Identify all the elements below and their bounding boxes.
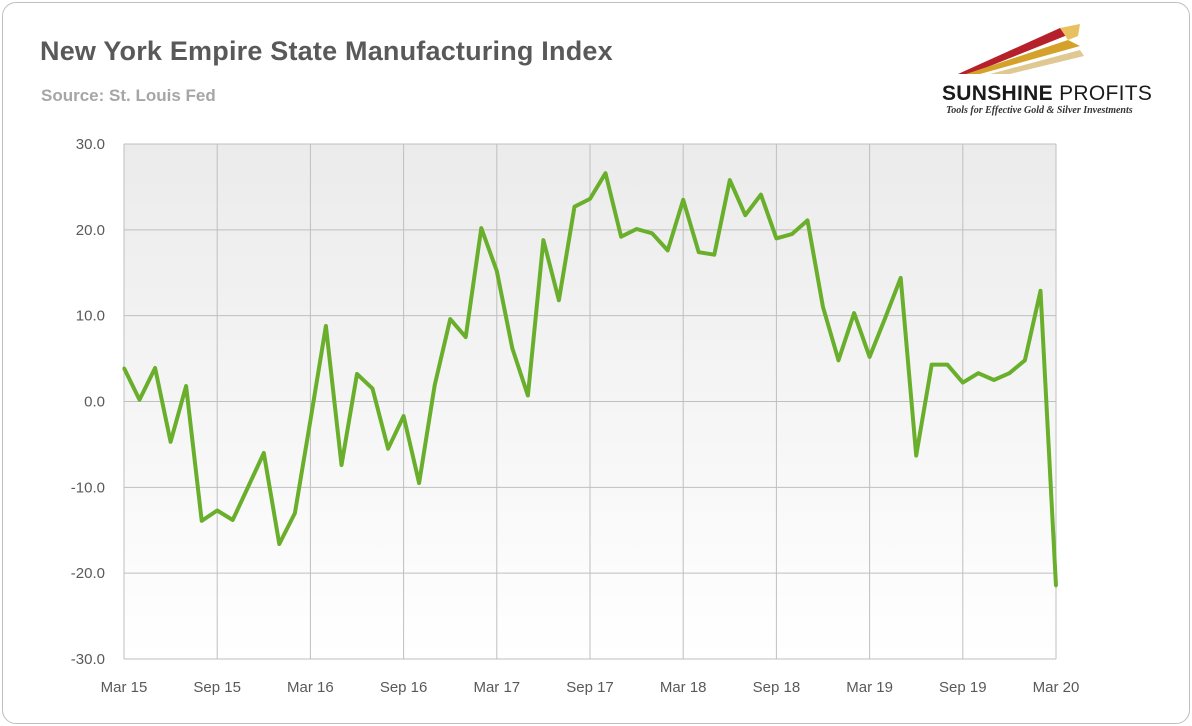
y-tick-label: -20.0 xyxy=(71,565,105,582)
data-point xyxy=(402,414,406,418)
chart-title: New York Empire State Manufacturing Inde… xyxy=(40,36,613,66)
logo-name-light: PROFITS xyxy=(1059,82,1153,105)
data-point xyxy=(899,276,903,280)
data-point xyxy=(371,387,375,391)
data-point xyxy=(1023,358,1027,362)
logo-swoosh-icon xyxy=(958,24,1084,74)
data-point xyxy=(666,248,670,252)
data-point xyxy=(339,463,343,467)
data-point xyxy=(681,198,685,202)
data-point xyxy=(215,509,219,513)
y-tick-label: 20.0 xyxy=(76,222,105,239)
y-tick-label: 30.0 xyxy=(76,136,105,153)
data-point xyxy=(774,236,778,240)
data-point xyxy=(355,372,359,376)
data-point xyxy=(122,366,126,370)
data-point xyxy=(728,178,732,182)
horizontal-gridlines xyxy=(124,143,1056,660)
data-point xyxy=(604,171,608,175)
chart-source: Source: St. Louis Fed xyxy=(41,86,216,105)
data-point xyxy=(262,451,266,455)
data-point xyxy=(464,335,468,339)
data-point xyxy=(138,398,142,402)
data-point xyxy=(308,418,312,422)
data-point xyxy=(479,226,483,230)
data-point xyxy=(619,235,623,239)
x-tick-label: Sep 15 xyxy=(193,679,241,696)
data-point xyxy=(572,205,576,209)
data-point xyxy=(790,232,794,236)
x-axis-labels: Mar 15 Sep 15 Mar 16 Sep 16 Mar 17 Sep 17 Mar … xyxy=(101,679,1080,696)
data-point xyxy=(930,363,934,367)
data-point xyxy=(1054,584,1058,588)
y-axis-labels: 30.0 20.0 10.0 0.0 -10.0 -20.0 -30.0 xyxy=(71,136,105,668)
data-points xyxy=(122,171,1058,588)
logo-name-bold: SUNSHINE xyxy=(942,82,1053,105)
logo-name: SUNSHINE PROFITS xyxy=(942,82,1152,106)
data-point xyxy=(805,218,809,222)
data-point xyxy=(448,317,452,321)
x-tick-label: Mar 15 xyxy=(101,679,148,696)
x-tick-label: Mar 16 xyxy=(287,679,334,696)
data-point xyxy=(650,231,654,235)
data-point xyxy=(759,193,763,197)
data-point xyxy=(837,358,841,362)
x-tick-label: Mar 19 xyxy=(846,679,893,696)
data-point xyxy=(883,316,887,320)
x-tick-label: Mar 18 xyxy=(660,679,707,696)
data-point xyxy=(852,311,856,315)
data-point xyxy=(1038,289,1042,293)
data-point xyxy=(976,371,980,375)
data-point xyxy=(277,542,281,546)
data-point xyxy=(868,355,872,359)
data-point xyxy=(231,518,235,522)
data-point xyxy=(1007,371,1011,375)
data-point xyxy=(992,378,996,382)
data-point xyxy=(697,250,701,254)
data-point xyxy=(200,519,204,523)
y-tick-label: -10.0 xyxy=(71,479,105,496)
data-point xyxy=(153,366,157,370)
data-point xyxy=(635,227,639,231)
logo-tagline: Tools for Effective Gold & Silver Invest… xyxy=(946,105,1133,116)
data-point xyxy=(386,447,390,451)
x-tick-label: Mar 20 xyxy=(1033,679,1080,696)
data-point xyxy=(510,346,514,350)
data-point xyxy=(712,253,716,257)
data-point xyxy=(961,381,965,385)
y-tick-label: 0.0 xyxy=(84,394,105,411)
data-point xyxy=(495,269,499,273)
x-tick-label: Sep 19 xyxy=(939,679,987,696)
y-tick-label: -30.0 xyxy=(71,651,105,668)
data-point xyxy=(417,481,421,485)
data-point xyxy=(914,454,918,458)
data-point xyxy=(433,383,437,387)
y-tick-label: 10.0 xyxy=(76,308,105,325)
data-point xyxy=(945,363,949,367)
data-point xyxy=(526,393,530,397)
x-tick-label: Sep 18 xyxy=(753,679,801,696)
data-point xyxy=(184,384,188,388)
data-point xyxy=(324,324,328,328)
data-point xyxy=(169,440,173,444)
data-point xyxy=(743,213,747,217)
data-point xyxy=(821,305,825,309)
sunshine-profits-logo: SUNSHINE PROFITS Tools for Effective Gol… xyxy=(930,14,1170,124)
x-tick-label: Mar 17 xyxy=(473,679,520,696)
data-point xyxy=(541,238,545,242)
x-tick-label: Sep 17 xyxy=(566,679,614,696)
x-tick-label: Sep 16 xyxy=(380,679,428,696)
data-point xyxy=(293,511,297,515)
data-point xyxy=(557,298,561,302)
data-point xyxy=(246,484,250,488)
data-point xyxy=(588,197,592,201)
